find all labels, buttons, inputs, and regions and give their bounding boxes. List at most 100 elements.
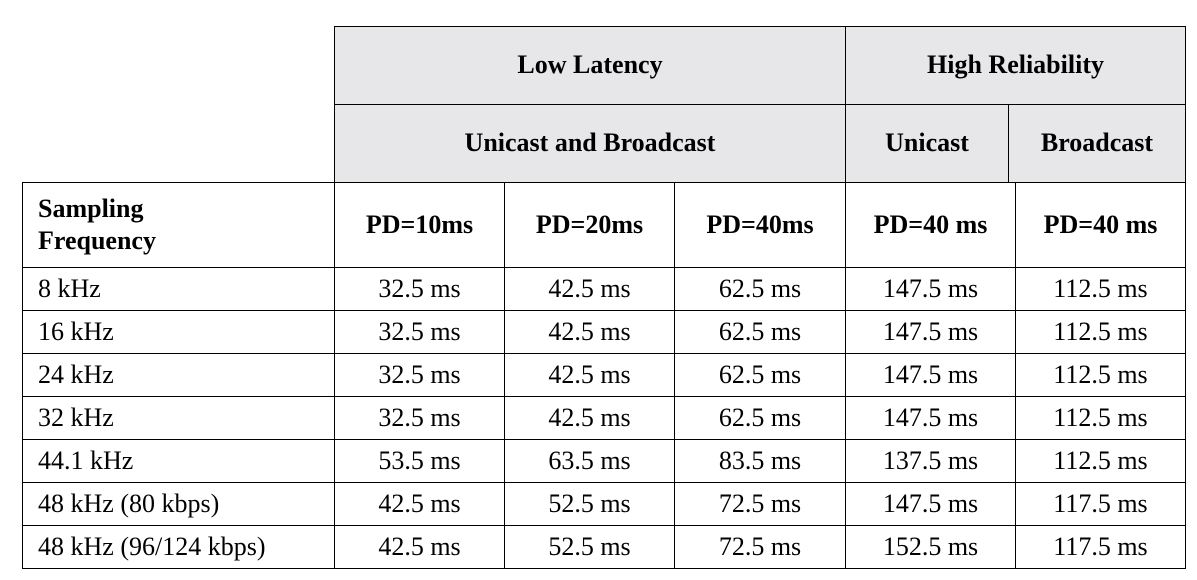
table-cell: 32.5 ms	[334, 310, 505, 354]
table-cell-text: 147.5 ms	[882, 316, 979, 346]
table-cell-text: 42.5 ms	[548, 359, 631, 389]
table-cell: 83.5 ms	[674, 439, 846, 483]
header-subgroup-text: Unicast and Broadcast	[464, 128, 716, 158]
table-cell: 32.5 ms	[334, 353, 505, 397]
table-cell-text: 62.5 ms	[718, 273, 802, 303]
column-header-text: PD=10ms	[365, 209, 474, 239]
table-cell: 147.5 ms	[845, 353, 1016, 397]
table-cell-text: 32.5 ms	[378, 273, 461, 303]
table-cell-text: 62.5 ms	[718, 402, 802, 432]
header-group: Low Latency	[334, 26, 846, 105]
column-header-text: PD=40ms	[706, 209, 814, 239]
table-cell-text: 32.5 ms	[378, 316, 461, 346]
table-cell: 42.5 ms	[334, 482, 505, 526]
column-header: PD=40ms	[674, 182, 846, 268]
row-label: 48 kHz (96/124 kbps)	[22, 525, 335, 569]
header-subgroup: Broadcast	[1008, 104, 1186, 183]
table-cell: 112.5 ms	[1015, 353, 1186, 397]
table-cell: 72.5 ms	[674, 482, 846, 526]
table-cell-text: 72.5 ms	[718, 488, 802, 518]
column-header: PD=10ms	[334, 182, 505, 268]
table-cell-text: 83.5 ms	[718, 445, 802, 475]
table-cell: 137.5 ms	[845, 439, 1016, 483]
row-label-text: 48 kHz (96/124 kbps)	[38, 531, 266, 561]
table-cell: 117.5 ms	[1015, 525, 1186, 569]
table-cell-text: 42.5 ms	[548, 316, 631, 346]
table-cell: 42.5 ms	[504, 310, 675, 354]
table-cell: 112.5 ms	[1015, 396, 1186, 440]
header-subgroup: Unicast and Broadcast	[334, 104, 846, 183]
table-cell: 53.5 ms	[334, 439, 505, 483]
table-cell: 112.5 ms	[1015, 267, 1186, 311]
table-cell-text: 42.5 ms	[378, 531, 461, 561]
table-cell: 62.5 ms	[674, 310, 846, 354]
table-cell-text: 147.5 ms	[882, 359, 979, 389]
header-subgroup-text: Unicast	[885, 128, 969, 158]
table-cell: 42.5 ms	[504, 267, 675, 311]
table-cell-text: 42.5 ms	[548, 273, 631, 303]
table-cell: 117.5 ms	[1015, 482, 1186, 526]
table-cell-text: 112.5 ms	[1053, 316, 1148, 346]
table-cell-text: 147.5 ms	[882, 273, 979, 303]
row-label: 24 kHz	[22, 353, 335, 397]
table-cell-text: 42.5 ms	[548, 402, 631, 432]
table-cell-text: 117.5 ms	[1053, 488, 1148, 518]
row-label-text: 44.1 kHz	[38, 445, 134, 475]
table-cell-text: 62.5 ms	[718, 359, 802, 389]
table-cell-text: 72.5 ms	[718, 531, 802, 561]
table-cell-text: 112.5 ms	[1053, 273, 1148, 303]
header-group-text: High Reliability	[927, 50, 1104, 80]
table-cell-text: 32.5 ms	[378, 402, 461, 432]
table-cell: 42.5 ms	[334, 525, 505, 569]
table-cell-text: 152.5 ms	[882, 531, 979, 561]
table-cell: 32.5 ms	[334, 267, 505, 311]
row-label: 8 kHz	[22, 267, 335, 311]
table-cell-text: 112.5 ms	[1053, 445, 1148, 475]
row-label-text: 24 kHz	[38, 359, 114, 389]
row-label: 16 kHz	[22, 310, 335, 354]
column-header: PD=40 ms	[1015, 182, 1186, 268]
row-label-text: 48 kHz (80 kbps)	[38, 488, 220, 518]
table-cell-text: 147.5 ms	[882, 488, 979, 518]
column-header: PD=20ms	[504, 182, 675, 268]
table-cell-text: 52.5 ms	[548, 488, 631, 518]
table-cell-text: 112.5 ms	[1053, 359, 1148, 389]
table-cell: 112.5 ms	[1015, 310, 1186, 354]
table-cell: 72.5 ms	[674, 525, 846, 569]
table-cell: 147.5 ms	[845, 482, 1016, 526]
table-cell-text: 112.5 ms	[1053, 402, 1148, 432]
row-label: 48 kHz (80 kbps)	[22, 482, 335, 526]
table-cell-text: 137.5 ms	[882, 445, 979, 475]
table-cell: 62.5 ms	[674, 353, 846, 397]
table-cell: 42.5 ms	[504, 396, 675, 440]
column-header-text: PD=20ms	[535, 209, 644, 239]
table-cell-text: 147.5 ms	[882, 402, 979, 432]
table-cell-text: 42.5 ms	[378, 488, 461, 518]
header-group-text: Low Latency	[517, 50, 663, 80]
table-cell-text: 62.5 ms	[718, 316, 802, 346]
table-cell: 147.5 ms	[845, 267, 1016, 311]
header-subgroup: Unicast	[845, 104, 1009, 183]
header-subgroup-text: Broadcast	[1040, 128, 1154, 158]
table-cell: 52.5 ms	[504, 525, 675, 569]
table-cell: 32.5 ms	[334, 396, 505, 440]
table-cell: 52.5 ms	[504, 482, 675, 526]
table-cell: 42.5 ms	[504, 353, 675, 397]
table-cell: 147.5 ms	[845, 310, 1016, 354]
row-label: 32 kHz	[22, 396, 335, 440]
table-cell: 62.5 ms	[674, 267, 846, 311]
column-header-text: Sampling Frequency	[38, 193, 156, 256]
table-cell: 112.5 ms	[1015, 439, 1186, 483]
column-header: Sampling Frequency	[22, 182, 335, 268]
table-cell-text: 117.5 ms	[1053, 531, 1148, 561]
row-label-text: 8 kHz	[38, 273, 101, 303]
table-cell: 63.5 ms	[504, 439, 675, 483]
row-label-text: 16 kHz	[38, 316, 114, 346]
row-label: 44.1 kHz	[22, 439, 335, 483]
row-label-text: 32 kHz	[38, 402, 114, 432]
column-header-text: PD=40 ms	[873, 209, 988, 239]
table-cell: 62.5 ms	[674, 396, 846, 440]
table-cell: 152.5 ms	[845, 525, 1016, 569]
table-cell: 147.5 ms	[845, 396, 1016, 440]
